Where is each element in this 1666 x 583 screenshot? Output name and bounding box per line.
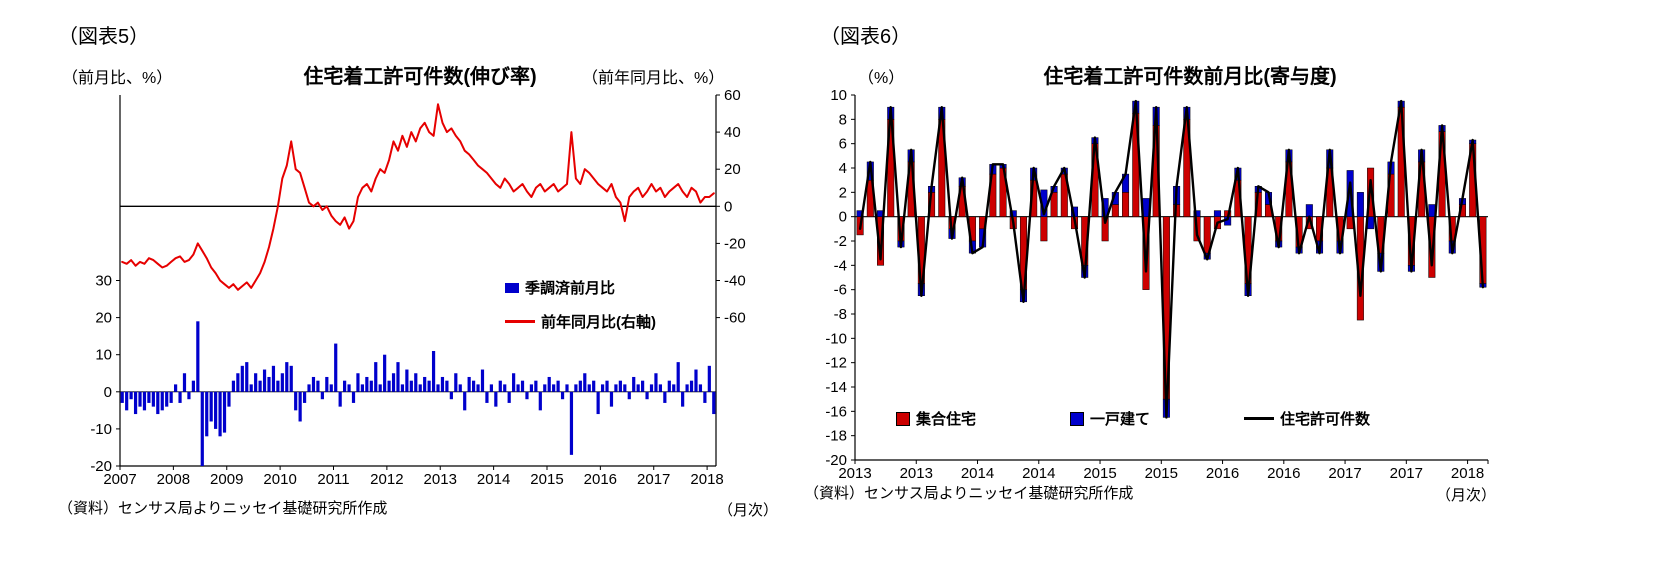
svg-text:-14: -14 (825, 379, 847, 396)
svg-text:20: 20 (724, 161, 741, 178)
left-chart-frequency-label: （月次） (718, 502, 779, 519)
svg-text:20: 20 (95, 310, 112, 327)
right-chart-title: 住宅着工許可件数前月比(寄与度) (1043, 66, 1337, 88)
legend-label: 住宅許可件数 (1280, 411, 1371, 428)
right-chart-frequency-label: （月次） (1436, 487, 1497, 504)
svg-text:2012: 2012 (370, 471, 403, 488)
legend-yoy-right-axis: 前年同月比(右軸) (505, 311, 656, 332)
legend-label: 集合住宅 (916, 411, 977, 428)
svg-text:2017: 2017 (637, 471, 670, 488)
right-chart-source-note: （資料）センサス局よりニッセイ基礎研究所作成 (804, 485, 1134, 502)
svg-text:-6: -6 (834, 282, 847, 299)
black-line-swatch (1244, 417, 1274, 420)
svg-text:2013: 2013 (900, 465, 933, 482)
svg-text:2016: 2016 (1267, 465, 1300, 482)
svg-text:2014: 2014 (477, 471, 510, 488)
legend-multifamily: 集合住宅 (896, 408, 976, 429)
left-chart-right-axis-unit: （前年同月比、%） (582, 70, 725, 87)
left-chart-source-note: （資料）センサス局よりニッセイ基礎研究所作成 (58, 500, 388, 517)
svg-text:-20: -20 (90, 458, 112, 475)
svg-text:-60: -60 (724, 310, 746, 327)
svg-text:2016: 2016 (584, 471, 617, 488)
svg-text:0: 0 (724, 198, 732, 215)
svg-text:10: 10 (95, 347, 112, 364)
svg-text:-2: -2 (834, 233, 847, 250)
legend-label: 一戸建て (1090, 411, 1151, 428)
svg-text:40: 40 (724, 124, 741, 141)
svg-text:2: 2 (839, 184, 847, 201)
svg-text:-4: -4 (834, 257, 847, 274)
svg-text:2010: 2010 (263, 471, 296, 488)
svg-text:-18: -18 (825, 428, 847, 445)
svg-text:8: 8 (839, 111, 847, 128)
svg-text:-8: -8 (834, 306, 847, 323)
left-chart-left-axis-unit: （前月比、%） (62, 70, 173, 87)
blue-square-swatch (1070, 411, 1084, 426)
legend-seasonally-adjusted-mom: 季調済前月比 (505, 277, 615, 298)
svg-text:-20: -20 (825, 452, 847, 469)
legend-label: 季調済前月比 (525, 280, 616, 297)
svg-text:60: 60 (724, 87, 741, 104)
svg-text:2007: 2007 (103, 471, 136, 488)
svg-text:2009: 2009 (210, 471, 243, 488)
svg-text:2015: 2015 (530, 471, 563, 488)
svg-text:2015: 2015 (1083, 465, 1116, 482)
legend-single-family: 一戸建て (1070, 408, 1150, 429)
svg-text:2014: 2014 (961, 465, 994, 482)
svg-text:-16: -16 (825, 403, 847, 420)
svg-text:2018: 2018 (690, 471, 723, 488)
svg-text:2013: 2013 (424, 471, 457, 488)
left-chart-title: 住宅着工許可件数(伸び率) (303, 66, 537, 88)
svg-text:-40: -40 (724, 273, 746, 290)
figure6-label: （図表6） (820, 26, 912, 48)
svg-text:2014: 2014 (1022, 465, 1055, 482)
svg-text:0: 0 (104, 384, 112, 401)
right-chart-axis-unit: （%） (858, 70, 905, 87)
svg-text:2017: 2017 (1328, 465, 1361, 482)
svg-text:10: 10 (830, 87, 847, 104)
svg-text:4: 4 (839, 160, 847, 177)
red-square-swatch (896, 411, 910, 426)
svg-text:2018: 2018 (1451, 465, 1484, 482)
svg-text:-12: -12 (825, 355, 847, 372)
svg-text:2017: 2017 (1390, 465, 1423, 482)
svg-text:2016: 2016 (1206, 465, 1239, 482)
svg-text:-10: -10 (825, 330, 847, 347)
red-line-swatch (505, 320, 535, 323)
svg-text:2013: 2013 (838, 465, 871, 482)
svg-text:30: 30 (95, 273, 112, 290)
svg-text:2008: 2008 (157, 471, 190, 488)
figure5-label: （図表5） (58, 26, 150, 48)
legend-total-permits: 住宅許可件数 (1244, 408, 1370, 429)
svg-text:-10: -10 (90, 421, 112, 438)
svg-text:6: 6 (839, 136, 847, 153)
svg-text:0: 0 (839, 209, 847, 226)
svg-text:-20: -20 (724, 235, 746, 252)
blue-bar-swatch (505, 282, 519, 293)
svg-text:2015: 2015 (1145, 465, 1178, 482)
svg-text:2011: 2011 (317, 471, 349, 488)
legend-label: 前年同月比(右軸) (541, 314, 656, 331)
